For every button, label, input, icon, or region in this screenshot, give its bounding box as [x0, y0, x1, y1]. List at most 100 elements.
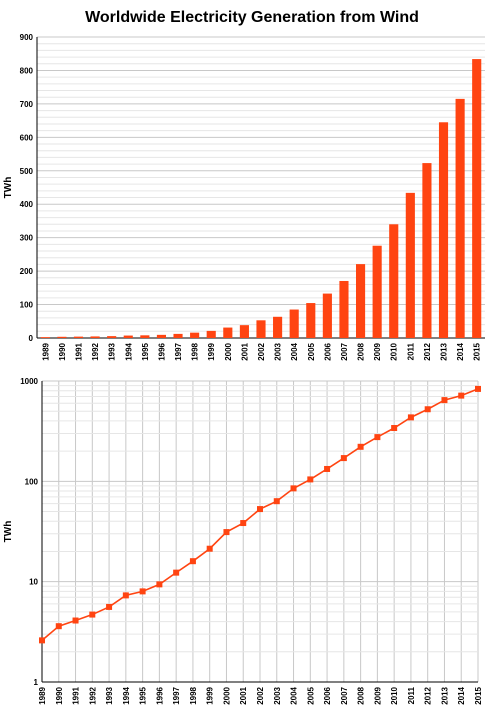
x-tick-label: 2001 [240, 342, 249, 360]
x-tick-label: 1993 [105, 686, 114, 704]
y-tick-label: 1000 [20, 377, 38, 386]
x-tick-label: 2001 [239, 686, 248, 704]
x-tick-label: 1992 [88, 686, 97, 704]
x-tick-label: 2000 [222, 686, 231, 704]
y-axis-label: TWh [3, 177, 14, 199]
x-tick-label: 1991 [72, 686, 81, 704]
data-point [257, 506, 263, 513]
x-tick-label: 1995 [141, 342, 150, 360]
y-tick-label: 100 [25, 477, 39, 486]
bar [355, 264, 366, 338]
x-tick-label: 2007 [340, 686, 349, 704]
x-tick-label: 1996 [155, 686, 164, 704]
bar [156, 334, 167, 338]
data-point [441, 397, 448, 404]
x-tick-label: 1997 [174, 342, 183, 360]
data-point [223, 529, 230, 536]
x-tick-label: 1989 [38, 686, 47, 704]
x-tick-label: 2009 [373, 686, 382, 704]
data-point [72, 617, 79, 624]
bar [339, 280, 349, 338]
y-axis-label: TWh [3, 521, 14, 543]
x-tick-label: 2012 [424, 686, 433, 704]
data-point [55, 623, 62, 630]
y-tick-label: 0 [29, 334, 34, 343]
bar [372, 245, 382, 338]
x-tick-label: 1998 [191, 342, 200, 360]
y-tick-label: 900 [20, 33, 34, 42]
x-tick-label: 1996 [157, 342, 166, 360]
x-tick-label: 1990 [55, 686, 64, 704]
y-tick-label: 1 [34, 678, 39, 687]
x-tick-label: 2011 [406, 342, 415, 360]
data-point [324, 465, 331, 472]
y-tick-label: 500 [20, 167, 34, 176]
y-tick-label: 800 [20, 66, 34, 75]
x-tick-label: 2004 [290, 686, 299, 704]
x-tick-label: 2013 [440, 686, 449, 704]
data-point [458, 392, 465, 399]
data-point [106, 603, 113, 610]
bar [73, 336, 84, 338]
data-point [357, 443, 364, 450]
data-point [39, 637, 45, 644]
data-point [240, 520, 247, 527]
x-tick-label: 2014 [457, 686, 466, 704]
x-tick-label: 1990 [58, 342, 67, 360]
data-point [89, 611, 96, 618]
x-tick-label: 2003 [274, 342, 283, 360]
bar [190, 332, 200, 338]
x-tick-label: 2008 [357, 342, 366, 360]
x-tick-label: 1993 [108, 342, 117, 360]
bar [107, 336, 117, 338]
y-tick-label: 10 [29, 578, 38, 587]
x-tick-label: 1999 [207, 342, 216, 360]
bar [173, 333, 183, 338]
x-tick-label: 2006 [323, 686, 332, 704]
bar [123, 335, 133, 338]
bar [306, 303, 316, 338]
data-point [156, 581, 163, 588]
x-tick-label: 2010 [390, 686, 399, 704]
data-point [189, 558, 196, 565]
bar [422, 163, 432, 338]
bar-chart: 0 100 200 300 400 500 600 700 800 900 1989 1990 1991… [3, 33, 485, 361]
x-tick-label: 2002 [257, 342, 266, 360]
x-tick-label: 2006 [323, 342, 332, 360]
data-point [139, 588, 146, 595]
data-point [374, 434, 381, 441]
x-tick-label: 1997 [172, 686, 181, 704]
bar [273, 316, 283, 338]
x-tick-label: 1999 [206, 686, 215, 704]
x-tick-label: 2015 [473, 342, 482, 360]
x-tick-label: 2014 [456, 342, 465, 360]
y-tick-label: 300 [20, 234, 34, 243]
x-tick-label: 2015 [474, 686, 483, 704]
x-tick-label: 2004 [290, 342, 299, 360]
bar [322, 293, 332, 338]
x-tick-label: 1998 [189, 686, 198, 704]
x-tick-label: 1994 [124, 342, 133, 360]
bar [57, 336, 67, 338]
y-tick-label: 200 [20, 267, 34, 276]
y-tick-label: 700 [20, 100, 34, 109]
data-point [407, 414, 414, 421]
bar [405, 192, 415, 338]
x-tick-label: 1989 [41, 342, 50, 360]
x-tick-label: 2012 [423, 342, 432, 360]
data-point [122, 592, 129, 599]
x-tick-label: 1991 [74, 342, 83, 360]
bar [389, 224, 399, 338]
data-point [206, 545, 213, 552]
bar [239, 325, 249, 338]
data-point [475, 385, 481, 392]
y-tick-label: 400 [20, 200, 34, 209]
y-tick-label: 600 [20, 133, 34, 142]
bar [223, 327, 233, 338]
x-tick-label: 2013 [440, 342, 449, 360]
data-point [391, 425, 398, 432]
data-point [273, 498, 280, 505]
x-tick-label: 2008 [357, 686, 366, 704]
